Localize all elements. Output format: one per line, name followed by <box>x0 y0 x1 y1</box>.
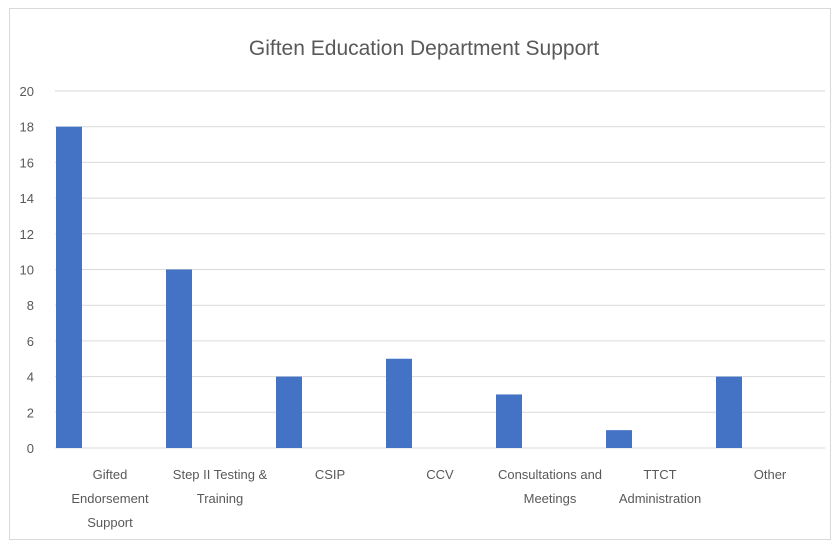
chart-frame <box>9 8 831 540</box>
x-category-label: TTCT Administration <box>619 467 701 506</box>
x-category-label-line: CSIP <box>315 467 345 482</box>
bar <box>386 358 412 448</box>
x-axis-labels: Gifted Endorsement Support Step II Testing … <box>71 467 787 530</box>
x-category-label: Other <box>754 467 787 482</box>
chart-title: Giften Education Department Support <box>249 37 599 60</box>
y-tick-label: 10 <box>20 263 34 278</box>
x-category-label: Step II Testing & Training <box>173 467 268 506</box>
y-tick-label: 14 <box>20 191 34 206</box>
x-category-label: CSIP <box>315 467 345 482</box>
bar <box>276 376 302 448</box>
bar <box>496 394 522 448</box>
y-tick-label: 16 <box>20 155 34 170</box>
bars <box>56 126 742 448</box>
x-category-label-line: Administration <box>619 491 701 506</box>
x-category-label-line: CCV <box>426 467 454 482</box>
x-category-label-line: Support <box>87 515 133 530</box>
x-category-label-line: Other <box>754 467 787 482</box>
x-category-label: CCV <box>426 467 454 482</box>
x-category-label-line: Endorsement <box>71 491 149 506</box>
bar <box>56 126 82 448</box>
bar <box>716 376 742 448</box>
x-category-label: Consultations and Meetings <box>498 467 602 506</box>
y-axis-ticks: 0 2 4 6 8 10 12 14 16 18 20 <box>20 84 34 456</box>
y-tick-label: 6 <box>27 334 34 349</box>
x-category-label-line: TTCT <box>643 467 676 482</box>
x-category-label-line: Consultations and <box>498 467 602 482</box>
x-category-label: Gifted Endorsement Support <box>71 467 149 530</box>
y-tick-label: 2 <box>27 405 34 420</box>
x-category-label-line: Meetings <box>524 491 577 506</box>
x-category-label-line: Step II Testing & <box>173 467 268 482</box>
bar <box>606 430 632 448</box>
y-tick-label: 20 <box>20 84 34 99</box>
y-tick-label: 4 <box>27 370 34 385</box>
x-category-label-line: Gifted <box>93 467 128 482</box>
y-tick-label: 0 <box>27 441 34 456</box>
y-tick-label: 8 <box>27 298 34 313</box>
x-category-label-line: Training <box>197 491 243 506</box>
y-tick-label: 12 <box>20 227 34 242</box>
y-tick-label: 18 <box>20 120 34 135</box>
bar <box>166 269 192 448</box>
